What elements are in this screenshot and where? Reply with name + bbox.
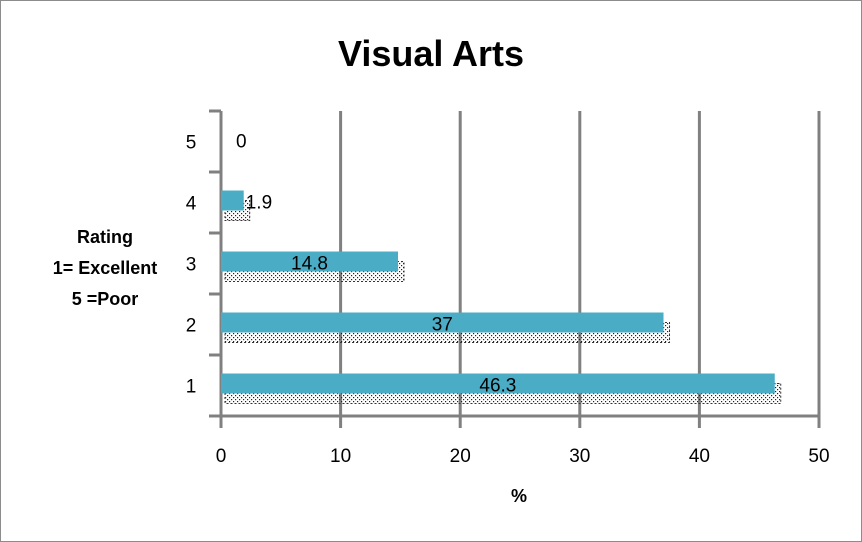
data-labels: 46.3 37 14.8 1.9 0 xyxy=(236,132,516,397)
x-axis-label: % xyxy=(511,486,527,506)
data-label-4: 1.9 xyxy=(246,193,272,214)
data-label-1: 46.3 xyxy=(479,376,516,397)
y-tick-labels: 1 2 3 4 5 xyxy=(186,133,197,398)
bar-rating-1 xyxy=(221,373,775,394)
x-tick-0: 0 xyxy=(216,446,227,467)
x-tick-50: 50 xyxy=(808,446,829,467)
x-tick-labels: 0 10 20 30 40 50 xyxy=(216,446,830,467)
y-tick-1: 1 xyxy=(186,377,197,398)
y-axis-label-line-3: 5 =Poor xyxy=(72,289,139,309)
y-tick-5: 5 xyxy=(186,133,197,154)
y-tick-2: 2 xyxy=(186,316,197,337)
y-tick-3: 3 xyxy=(186,255,197,276)
bar-rating-2 xyxy=(221,312,664,333)
y-axis-label-line-2: 1= Excellent xyxy=(53,258,158,278)
x-tick-20: 20 xyxy=(450,446,471,467)
x-tick-40: 40 xyxy=(689,446,710,467)
data-label-5: 0 xyxy=(236,132,247,153)
x-tick-10: 10 xyxy=(330,446,351,467)
data-label-2: 37 xyxy=(432,315,453,336)
data-label-3: 14.8 xyxy=(291,254,328,275)
chart-title: Visual Arts xyxy=(338,33,524,74)
y-tick-4: 4 xyxy=(186,194,197,215)
bars xyxy=(221,190,782,404)
bar-rating-4 xyxy=(221,190,244,211)
bar-rating-3 xyxy=(221,251,399,272)
x-tick-30: 30 xyxy=(569,446,590,467)
y-axis-label-line-1: Rating xyxy=(77,227,133,247)
